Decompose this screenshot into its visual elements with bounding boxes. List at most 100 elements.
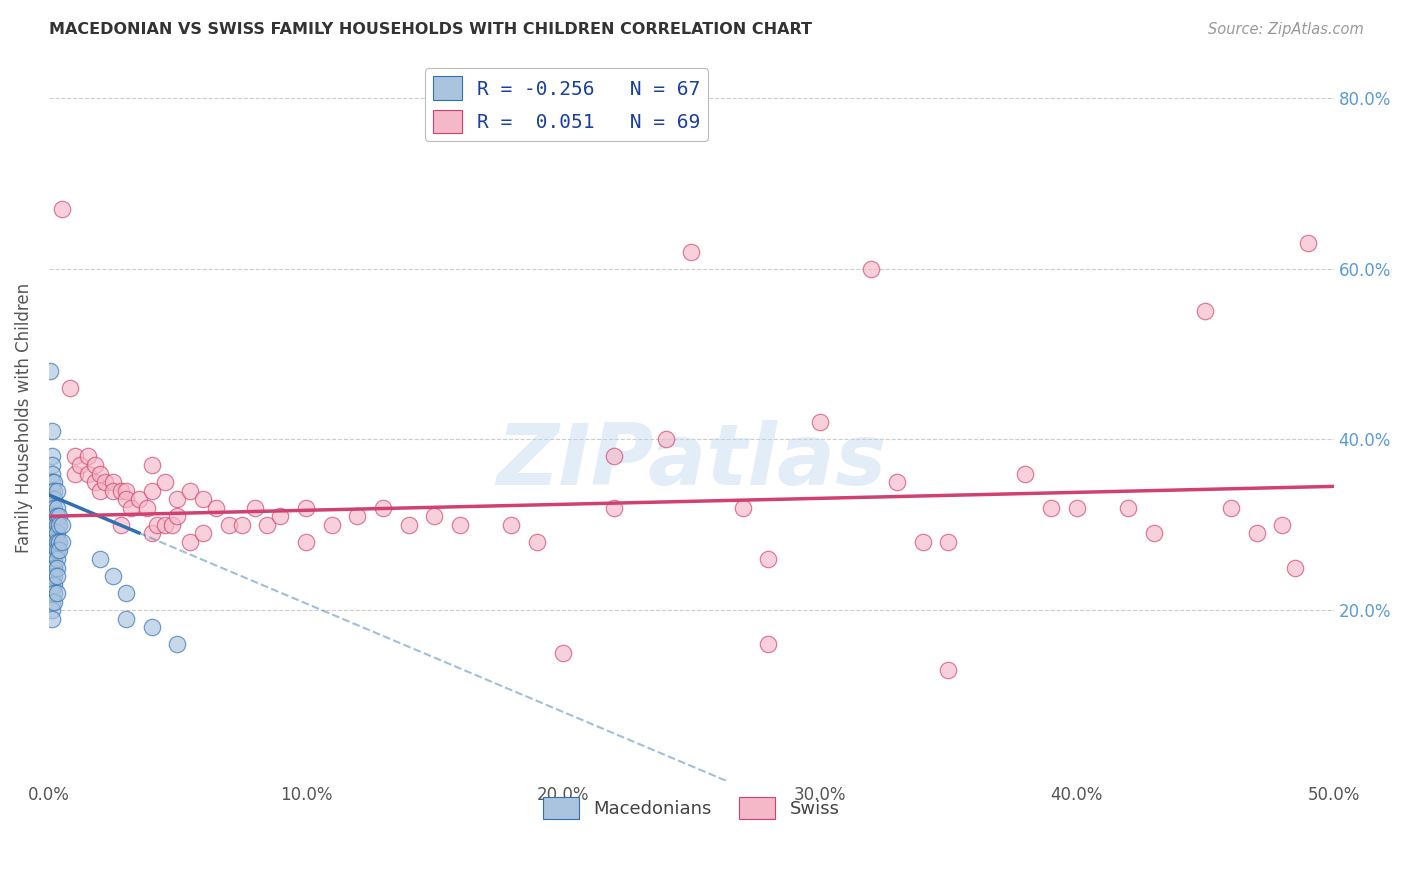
Point bbox=[63, 450, 86, 464]
Point bbox=[231, 517, 253, 532]
Point bbox=[41, 517, 63, 532]
Point bbox=[45, 517, 67, 532]
Point bbox=[41, 467, 63, 481]
Point bbox=[41, 526, 63, 541]
Point bbox=[128, 492, 150, 507]
Point bbox=[45, 483, 67, 498]
Point bbox=[115, 492, 138, 507]
Point bbox=[1246, 526, 1268, 541]
Point bbox=[1014, 467, 1036, 481]
Point bbox=[42, 569, 65, 583]
Point bbox=[449, 517, 471, 532]
Point bbox=[42, 534, 65, 549]
Point bbox=[45, 569, 67, 583]
Point bbox=[48, 517, 70, 532]
Point bbox=[295, 534, 318, 549]
Point bbox=[41, 603, 63, 617]
Point bbox=[103, 483, 125, 498]
Point bbox=[63, 467, 86, 481]
Point bbox=[526, 534, 548, 549]
Point bbox=[42, 526, 65, 541]
Point bbox=[911, 534, 934, 549]
Legend: Macedonians, Swiss: Macedonians, Swiss bbox=[536, 790, 846, 826]
Point bbox=[41, 500, 63, 515]
Point bbox=[48, 534, 70, 549]
Point bbox=[179, 534, 201, 549]
Point bbox=[42, 595, 65, 609]
Point bbox=[603, 500, 626, 515]
Point bbox=[681, 244, 703, 259]
Point bbox=[48, 543, 70, 558]
Point bbox=[89, 467, 111, 481]
Point bbox=[758, 552, 780, 566]
Point bbox=[41, 534, 63, 549]
Point bbox=[41, 517, 63, 532]
Point bbox=[141, 458, 163, 472]
Point bbox=[1116, 500, 1139, 515]
Point bbox=[42, 577, 65, 591]
Point bbox=[41, 424, 63, 438]
Point bbox=[110, 483, 132, 498]
Point bbox=[42, 543, 65, 558]
Point bbox=[191, 526, 214, 541]
Point bbox=[94, 475, 117, 489]
Point bbox=[45, 500, 67, 515]
Point bbox=[51, 202, 73, 216]
Point bbox=[51, 517, 73, 532]
Point bbox=[115, 483, 138, 498]
Point bbox=[76, 450, 98, 464]
Point bbox=[886, 475, 908, 489]
Point bbox=[45, 552, 67, 566]
Point bbox=[41, 595, 63, 609]
Point bbox=[166, 509, 188, 524]
Point bbox=[41, 450, 63, 464]
Point bbox=[205, 500, 228, 515]
Point bbox=[89, 483, 111, 498]
Point bbox=[41, 552, 63, 566]
Point bbox=[243, 500, 266, 515]
Point bbox=[269, 509, 291, 524]
Point bbox=[42, 500, 65, 515]
Point bbox=[41, 612, 63, 626]
Point bbox=[1143, 526, 1166, 541]
Point bbox=[295, 500, 318, 515]
Point bbox=[153, 475, 176, 489]
Text: ZIPatlas: ZIPatlas bbox=[496, 420, 886, 503]
Point bbox=[146, 517, 169, 532]
Point bbox=[860, 261, 883, 276]
Point bbox=[58, 381, 80, 395]
Point bbox=[1040, 500, 1063, 515]
Point bbox=[371, 500, 394, 515]
Point bbox=[45, 509, 67, 524]
Point bbox=[42, 586, 65, 600]
Point bbox=[84, 458, 107, 472]
Point bbox=[321, 517, 343, 532]
Point bbox=[603, 450, 626, 464]
Point bbox=[166, 637, 188, 651]
Point bbox=[808, 415, 831, 429]
Point bbox=[41, 509, 63, 524]
Y-axis label: Family Households with Children: Family Households with Children bbox=[15, 283, 32, 553]
Point bbox=[731, 500, 754, 515]
Text: Source: ZipAtlas.com: Source: ZipAtlas.com bbox=[1208, 22, 1364, 37]
Point bbox=[69, 458, 91, 472]
Point bbox=[41, 577, 63, 591]
Point bbox=[42, 492, 65, 507]
Point bbox=[84, 475, 107, 489]
Point bbox=[218, 517, 240, 532]
Point bbox=[48, 509, 70, 524]
Point bbox=[42, 552, 65, 566]
Point bbox=[654, 433, 676, 447]
Point bbox=[162, 517, 184, 532]
Point bbox=[103, 569, 125, 583]
Point bbox=[89, 552, 111, 566]
Point bbox=[42, 475, 65, 489]
Point bbox=[1284, 560, 1306, 574]
Point bbox=[42, 560, 65, 574]
Point bbox=[1271, 517, 1294, 532]
Point bbox=[41, 475, 63, 489]
Text: MACEDONIAN VS SWISS FAMILY HOUSEHOLDS WITH CHILDREN CORRELATION CHART: MACEDONIAN VS SWISS FAMILY HOUSEHOLDS WI… bbox=[49, 22, 813, 37]
Point bbox=[398, 517, 420, 532]
Point bbox=[115, 586, 138, 600]
Point bbox=[1066, 500, 1088, 515]
